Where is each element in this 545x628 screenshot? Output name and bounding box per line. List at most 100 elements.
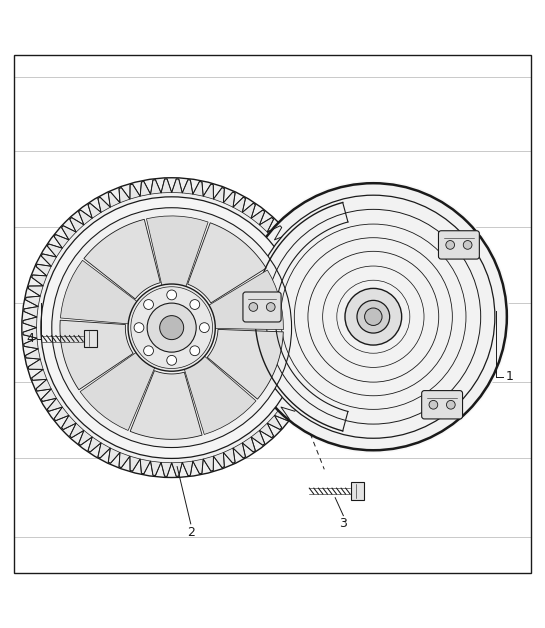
Polygon shape (78, 210, 92, 225)
Polygon shape (130, 184, 140, 199)
Polygon shape (108, 448, 120, 463)
Polygon shape (119, 453, 130, 468)
Circle shape (190, 346, 199, 355)
Polygon shape (26, 296, 40, 306)
Circle shape (249, 303, 258, 311)
Polygon shape (204, 270, 283, 330)
Polygon shape (193, 459, 203, 474)
Polygon shape (303, 296, 318, 306)
Polygon shape (130, 371, 202, 440)
Polygon shape (233, 443, 246, 458)
Circle shape (128, 284, 215, 371)
Circle shape (365, 308, 382, 325)
Polygon shape (223, 192, 235, 207)
Polygon shape (305, 306, 319, 317)
Polygon shape (207, 330, 283, 399)
Polygon shape (300, 286, 315, 296)
Polygon shape (187, 223, 266, 303)
Polygon shape (303, 349, 318, 359)
Polygon shape (54, 234, 69, 248)
Polygon shape (193, 181, 203, 196)
Polygon shape (80, 350, 157, 431)
Polygon shape (70, 217, 84, 232)
Polygon shape (60, 320, 133, 390)
Polygon shape (251, 430, 265, 445)
Polygon shape (28, 359, 43, 369)
Polygon shape (275, 234, 289, 248)
Polygon shape (62, 225, 76, 240)
Bar (84, 330, 97, 347)
Circle shape (446, 241, 455, 249)
Polygon shape (172, 179, 182, 193)
Polygon shape (119, 188, 130, 203)
Polygon shape (32, 275, 47, 286)
Polygon shape (296, 275, 312, 286)
Polygon shape (23, 328, 37, 338)
Polygon shape (203, 184, 214, 199)
FancyBboxPatch shape (422, 391, 463, 419)
Bar (351, 482, 364, 500)
Polygon shape (60, 261, 141, 324)
Polygon shape (306, 328, 320, 338)
Circle shape (190, 300, 199, 310)
Circle shape (463, 241, 472, 249)
Polygon shape (296, 369, 312, 381)
Polygon shape (233, 197, 246, 212)
Polygon shape (214, 453, 225, 468)
Circle shape (357, 300, 390, 333)
Polygon shape (24, 338, 38, 349)
Circle shape (167, 355, 177, 365)
Polygon shape (47, 398, 62, 411)
Polygon shape (41, 254, 57, 266)
Circle shape (446, 401, 455, 409)
Polygon shape (47, 244, 62, 257)
Circle shape (345, 288, 402, 345)
Text: 1: 1 (506, 370, 513, 383)
Polygon shape (23, 317, 37, 328)
Circle shape (237, 180, 510, 453)
Polygon shape (150, 180, 161, 194)
Circle shape (144, 300, 154, 310)
Polygon shape (259, 217, 274, 232)
Polygon shape (147, 216, 208, 291)
Polygon shape (41, 389, 57, 401)
Circle shape (147, 303, 196, 352)
Text: 3: 3 (340, 517, 347, 530)
Polygon shape (172, 462, 182, 477)
Polygon shape (292, 264, 307, 276)
Polygon shape (203, 456, 214, 471)
Polygon shape (70, 423, 84, 438)
Polygon shape (28, 286, 43, 296)
Polygon shape (300, 359, 315, 369)
Polygon shape (88, 203, 101, 219)
Polygon shape (183, 353, 256, 435)
Polygon shape (108, 192, 120, 207)
Polygon shape (275, 407, 289, 421)
Polygon shape (267, 225, 282, 240)
Polygon shape (243, 203, 256, 219)
Polygon shape (267, 415, 282, 430)
Circle shape (199, 323, 209, 333)
Polygon shape (32, 369, 47, 381)
FancyBboxPatch shape (243, 292, 281, 322)
Polygon shape (78, 430, 92, 445)
Polygon shape (98, 443, 110, 458)
Circle shape (267, 303, 275, 311)
Polygon shape (251, 210, 265, 225)
Polygon shape (182, 180, 193, 194)
Polygon shape (140, 181, 150, 196)
Circle shape (167, 290, 177, 300)
Polygon shape (259, 423, 274, 438)
Polygon shape (150, 461, 161, 475)
Circle shape (240, 183, 507, 450)
Polygon shape (287, 254, 302, 266)
Polygon shape (62, 415, 76, 430)
Text: 4: 4 (26, 332, 34, 345)
Circle shape (41, 197, 302, 458)
Polygon shape (84, 219, 160, 299)
Polygon shape (54, 407, 69, 421)
Polygon shape (26, 349, 40, 359)
Polygon shape (305, 338, 319, 349)
Polygon shape (292, 379, 307, 391)
Polygon shape (161, 179, 172, 193)
